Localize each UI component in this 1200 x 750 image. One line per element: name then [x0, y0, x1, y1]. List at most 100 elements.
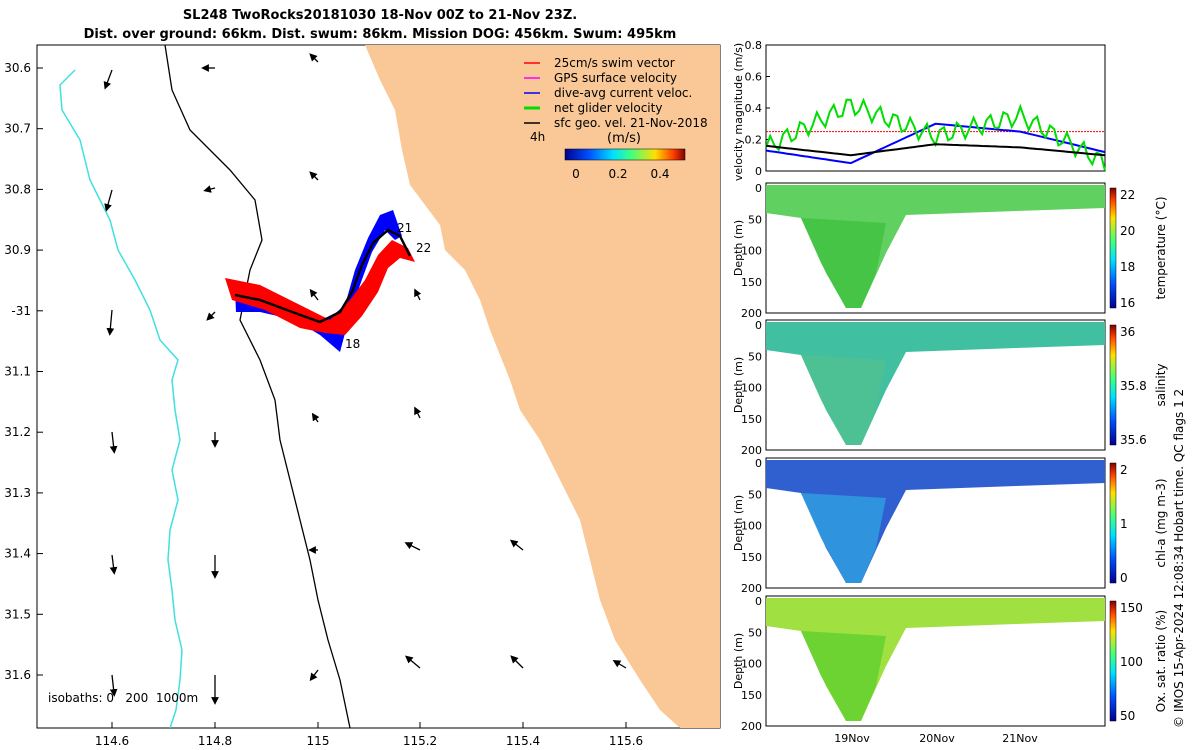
depth-tick-label: 150	[741, 276, 762, 289]
geo-velocity-arrow	[309, 171, 319, 181]
geo-velocity-arrow	[109, 431, 118, 454]
legend-entry: 25cm/s swim vector	[554, 56, 675, 70]
velocity-y-tick-label: 0.6	[745, 71, 763, 84]
geo-velocity-arrow	[103, 69, 113, 90]
map-y-axis: 30.6 30.7 30.8 30.9 -31 31.1 31.2 31.3 31.4 31.5 3…	[4, 61, 43, 682]
colorbar-tick-label: 50	[1120, 709, 1135, 723]
geo-velocity-arrow	[405, 655, 421, 669]
depth-tick-label: 150	[741, 413, 762, 426]
colorbar-tick-0.2: 0.2	[608, 167, 627, 181]
interval-label: 4h	[530, 130, 545, 144]
depth-tick-label: 0	[755, 319, 762, 332]
colorbar-label-oxygen: Ox. sat. ratio (%)	[1154, 610, 1168, 712]
map-x-tick-label: 115.6	[609, 734, 643, 748]
legend-entry: net glider velocity	[554, 101, 662, 115]
depth-tick-label: 50	[748, 626, 762, 639]
colorbar-tick-label: 18	[1120, 260, 1135, 274]
speed-colorbar	[564, 148, 686, 161]
geo-velocity-arrow	[311, 412, 320, 423]
colorbar-tick-label: 22	[1120, 188, 1135, 202]
velocity-y-tick-label: 0	[755, 165, 762, 178]
legend-entry: dive-avg current veloc.	[554, 86, 692, 100]
chart-title-line1: SL248 TwoRocks20181030 18-Nov 00Z to 21-…	[182, 8, 578, 23]
map-x-axis: 114.6 114.8 115 115.2 115.4 115.6	[95, 722, 643, 748]
map-y-tick-label: 31.4	[4, 547, 31, 561]
depth-tick-label: 200	[741, 720, 762, 733]
day-label-22: 22	[416, 241, 431, 255]
depth-tick-label: 50	[748, 488, 762, 501]
depth-tick-label: 100	[741, 658, 762, 671]
map-y-tick-label: 31.6	[4, 668, 31, 682]
velocity-series-line	[765, 143, 1106, 157]
geo-velocity-arrow	[510, 655, 524, 669]
colorbar-label-salinity: salinity	[1154, 363, 1168, 406]
day-label-18: 18	[345, 337, 360, 351]
colorbar-tick-label: 0	[1120, 571, 1128, 585]
section-deep-salinity	[801, 355, 886, 445]
isobath-200m	[164, 45, 351, 728]
section-deep-oxygen	[801, 631, 886, 721]
velocity-series	[765, 97, 1106, 171]
depth-tick-label: 50	[748, 350, 762, 363]
map-y-tick-label: 31.2	[4, 425, 31, 439]
map-y-tick-label: 30.6	[4, 61, 31, 75]
depth-axis-label: Depth (m)	[732, 220, 745, 276]
geo-velocity-arrow	[203, 185, 216, 193]
geo-velocity-arrow	[414, 288, 422, 301]
depth-tick-label: 150	[741, 551, 762, 564]
geo-velocity-arrow	[109, 674, 118, 697]
colorbar-tick-label: 35.6	[1120, 433, 1147, 447]
velocity-y-tick-label: 0.2	[745, 134, 763, 147]
depth-tick-label: 0	[755, 595, 762, 608]
map-y-tick-label: 30.9	[4, 243, 31, 257]
legend-entry: GPS surface velocity	[554, 71, 677, 85]
geo-velocity-arrow	[414, 406, 422, 419]
colorbar-temperature	[1109, 187, 1117, 309]
time-tick-label: 21Nov	[1002, 732, 1038, 745]
map-x-tick-label: 114.6	[95, 734, 129, 748]
geo-velocity-arrow	[509, 539, 524, 551]
colorbar-tick-label: 1	[1120, 517, 1128, 531]
velocity-ylabel: velocity magnitude (m/s)	[732, 43, 745, 181]
depth-tick-label: 150	[741, 689, 762, 702]
depth-axis-label: Depth (m)	[732, 633, 745, 689]
map-y-tick-label: 31.5	[4, 607, 31, 621]
velocity-panel: 0 0.2 0.4 0.6 0.8 velocity magnitude (m/s)	[732, 39, 1106, 181]
velocity-y-tick-label: 0.4	[745, 102, 763, 115]
geo-velocity-arrow	[106, 309, 115, 336]
geo-velocity-arrow	[206, 311, 216, 321]
colorbar-units: (m/s)	[607, 131, 641, 146]
colorbar-tick-label: 20	[1120, 224, 1135, 238]
day-label-21: 21	[397, 221, 412, 235]
glider-track: 18 21 22	[225, 210, 431, 352]
land-area	[365, 45, 720, 728]
isobaths-label: isobaths: 0 200 1000m	[48, 691, 198, 705]
colorbar-salinity	[1109, 324, 1117, 446]
depth-tick-label: 200	[741, 307, 762, 320]
swim-vector-band	[225, 240, 415, 335]
time-tick-label: 20Nov	[919, 732, 955, 745]
colorbar-oxygen	[1109, 600, 1117, 722]
map-y-tick-label: 31.1	[4, 365, 31, 379]
isobath-1000m	[59, 69, 183, 728]
time-tick-label: 19Nov	[834, 732, 870, 745]
net-glider-track-line	[234, 228, 412, 324]
depth-tick-label: 100	[741, 382, 762, 395]
geo-velocity-arrow	[309, 669, 319, 682]
colorbar-tick-0: 0	[572, 167, 580, 181]
credit-text: © IMOS 15-Apr-2024 12:08:34 Hobart time.…	[1172, 389, 1186, 728]
map-y-tick-label: 30.8	[4, 182, 31, 196]
map-x-tick-label: 114.8	[198, 734, 232, 748]
map-y-tick-label: -31	[11, 304, 31, 318]
depth-tick-label: 200	[741, 444, 762, 457]
depth-tick-label: 50	[748, 213, 762, 226]
map-y-tick-label: 31.3	[4, 486, 31, 500]
section-deep-temperature	[801, 218, 886, 308]
geo-velocity-arrow	[309, 288, 319, 301]
colorbar-tick-label: 36	[1120, 325, 1135, 339]
colorbar-tick-label: 100	[1120, 655, 1143, 669]
